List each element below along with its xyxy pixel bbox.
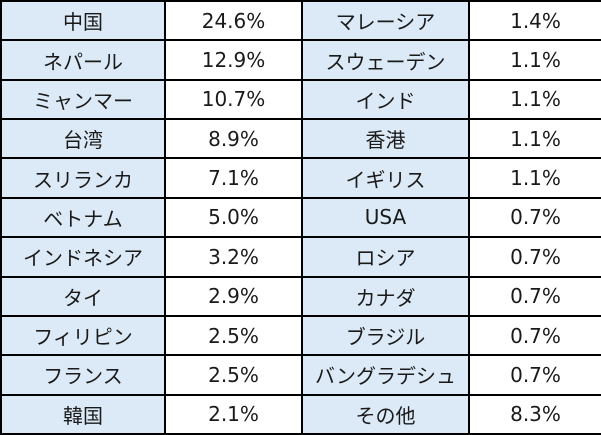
country-name-cell: ベトナム (0, 196, 166, 239)
country-name-cell: 韓国 (0, 393, 166, 435)
share-percent-cell: 2.5% (164, 314, 303, 357)
country-name-cell: 中国 (0, 0, 166, 42)
country-name-cell: スウェーデン (301, 39, 470, 81)
country-name-cell: イギリス (301, 157, 470, 199)
table-row: ネパール 12.9% スウェーデン 1.1% (0, 39, 601, 81)
share-percent-cell: 7.1% (164, 157, 303, 199)
country-name-cell: 香港 (301, 118, 470, 160)
share-percent-cell: 5.0% (164, 196, 303, 239)
share-percent-cell: 0.7% (468, 196, 601, 239)
share-percent-cell: 8.3% (468, 393, 601, 435)
share-percent-cell: 0.7% (468, 275, 601, 317)
share-percent-cell: 2.9% (164, 275, 303, 317)
table-row: 中国 24.6% マレーシア 1.4% (0, 0, 601, 42)
country-name-cell: タイ (0, 275, 166, 317)
country-name-cell: ミャンマー (0, 78, 166, 121)
country-name-cell: フランス (0, 354, 166, 396)
share-percent-cell: 2.1% (164, 393, 303, 435)
share-percent-cell: 1.1% (468, 78, 601, 121)
table-row: インドネシア 3.2% ロシア 0.7% (0, 236, 601, 278)
share-percent-cell: 24.6% (164, 0, 303, 42)
share-percent-cell: 0.7% (468, 236, 601, 278)
share-percent-cell: 1.1% (468, 157, 601, 199)
table-row: ベトナム 5.0% USA 0.7% (0, 196, 601, 239)
share-percent-cell: 12.9% (164, 39, 303, 81)
country-name-cell: ロシア (301, 236, 470, 278)
table-row: スリランカ 7.1% イギリス 1.1% (0, 157, 601, 199)
country-name-cell: フィリピン (0, 314, 166, 357)
share-percent-cell: 8.9% (164, 118, 303, 160)
share-percent-cell: 1.1% (468, 39, 601, 81)
share-percent-cell: 2.5% (164, 354, 303, 396)
country-name-cell: スリランカ (0, 157, 166, 199)
share-percent-cell: 10.7% (164, 78, 303, 121)
share-percent-cell: 0.7% (468, 354, 601, 396)
country-name-cell: 台湾 (0, 118, 166, 160)
table-row: 台湾 8.9% 香港 1.1% (0, 118, 601, 160)
country-name-cell: USA (301, 196, 470, 239)
table-row: フィリピン 2.5% ブラジル 0.7% (0, 314, 601, 357)
country-name-cell: ネパール (0, 39, 166, 81)
country-name-cell: マレーシア (301, 0, 470, 42)
country-name-cell: ブラジル (301, 314, 470, 357)
country-name-cell: バングラデシュ (301, 354, 470, 396)
table-row: タイ 2.9% カナダ 0.7% (0, 275, 601, 317)
country-name-cell: その他 (301, 393, 470, 435)
table-row: ミャンマー 10.7% インド 1.1% (0, 78, 601, 121)
country-name-cell: インドネシア (0, 236, 166, 278)
table-row: フランス 2.5% バングラデシュ 0.7% (0, 354, 601, 396)
share-percent-cell: 1.4% (468, 0, 601, 42)
table-row: 韓国 2.1% その他 8.3% (0, 393, 601, 435)
country-name-cell: インド (301, 78, 470, 121)
country-name-cell: カナダ (301, 275, 470, 317)
share-percent-cell: 3.2% (164, 236, 303, 278)
share-percent-cell: 0.7% (468, 314, 601, 357)
share-percent-cell: 1.1% (468, 118, 601, 160)
